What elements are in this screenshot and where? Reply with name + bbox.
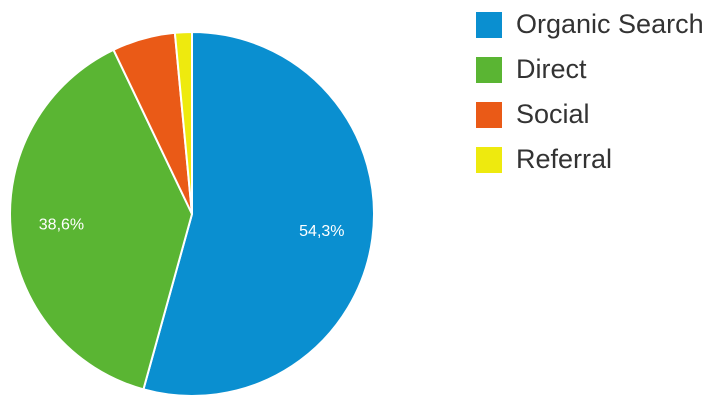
legend-swatch-referral [476,146,502,173]
legend-swatch-organic-search [476,11,502,38]
legend-swatch-social [476,101,502,128]
slice-label-direct: 38,6% [39,217,84,234]
pie-slice-organic-search [142,30,375,397]
legend-item-organic-search: Organic Search [476,2,704,47]
pie-svg: 54,3% 38,6% [9,30,375,397]
pie-slice-direct [9,48,194,391]
slice-label-organic-search: 54,3% [299,223,344,240]
legend-label-organic-search: Organic Search [516,9,704,39]
legend: Organic Search Direct Social Referral [476,2,704,182]
legend-item-direct: Direct [476,47,704,92]
legend-label-direct: Direct [516,54,587,84]
pie-slice-referral [173,30,193,215]
legend-swatch-direct [476,56,502,83]
legend-item-referral: Referral [476,137,704,182]
legend-label-social: Social [516,99,590,129]
legend-label-referral: Referral [516,144,613,174]
legend-item-social: Social [476,92,704,137]
